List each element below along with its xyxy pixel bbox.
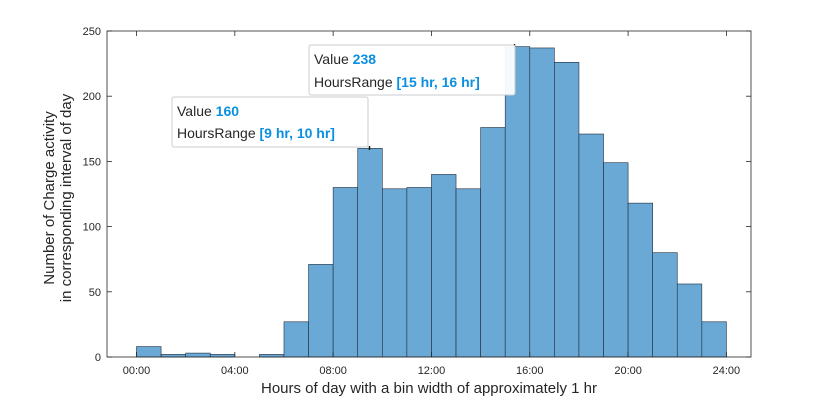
- x-tick-label: 20:00: [614, 365, 642, 377]
- histogram-bar[interactable]: [578, 133, 604, 358]
- histogram-bar[interactable]: [529, 47, 555, 358]
- y-tick-label: 150: [83, 156, 101, 168]
- datatip-2-box: [308, 44, 516, 96]
- x-tick-label: 24:00: [713, 365, 741, 377]
- histogram-bar[interactable]: [283, 321, 309, 358]
- histogram-bar[interactable]: [652, 252, 678, 358]
- x-axis-ticks: 00:00 04:00 08:00 12:00 16:00 20:00 24:00: [123, 31, 740, 377]
- datatip-2-value-label: Value: [314, 51, 349, 67]
- datatip-2-range-row: HoursRange [15 hr, 16 hr]: [314, 74, 480, 90]
- datatip-2[interactable]: Value 238 HoursRange [15 hr, 16 hr]: [308, 44, 516, 96]
- y-tick-label: 200: [83, 91, 101, 103]
- histogram-bar[interactable]: [701, 321, 727, 358]
- datatip-1-box: [171, 96, 369, 148]
- histogram-bar[interactable]: [627, 202, 653, 358]
- y-axis-label-line-2: in corresponding interval of day: [58, 93, 75, 302]
- x-axis-label: Hours of day with a bin width of approxi…: [261, 380, 597, 397]
- histogram-bar[interactable]: [455, 188, 481, 358]
- bars-group: [136, 46, 727, 358]
- datatip-1-value-label: Value: [177, 103, 212, 119]
- datatip-2-value-row: Value 238: [314, 51, 376, 67]
- histogram-bar[interactable]: [554, 61, 580, 358]
- datatip-1-range-row: HoursRange [9 hr, 10 hr]: [177, 125, 335, 141]
- datatip-2-value: 238: [353, 51, 377, 67]
- datatip-1-value: 160: [216, 103, 240, 119]
- histogram-bar[interactable]: [406, 187, 432, 358]
- x-tick-label: 04:00: [221, 365, 249, 377]
- histogram-bar[interactable]: [431, 174, 457, 358]
- y-axis-label-line-1: Number of Charge activity: [41, 111, 58, 285]
- datatip-1-range-label: HoursRange: [177, 125, 256, 141]
- x-tick-label: 00:00: [123, 365, 151, 377]
- y-axis-label: Number of Charge activity in correspondi…: [41, 93, 75, 302]
- datatip-1-value-row: Value 160: [177, 103, 239, 119]
- datatip-2-range-label: HoursRange: [314, 74, 393, 90]
- histogram-bar[interactable]: [185, 352, 211, 358]
- histogram-bar[interactable]: [603, 162, 629, 358]
- histogram-bar[interactable]: [381, 188, 408, 358]
- datatip-2-range: [15 hr, 16 hr]: [397, 74, 480, 90]
- x-tick-label: 12:00: [418, 365, 446, 377]
- histogram-bar[interactable]: [504, 46, 531, 358]
- datatip-1[interactable]: Value 160 HoursRange [9 hr, 10 hr]: [171, 96, 371, 150]
- histogram-bar[interactable]: [308, 264, 334, 358]
- y-tick-label: 250: [83, 26, 101, 38]
- histogram-bar[interactable]: [480, 127, 506, 358]
- histogram-bar[interactable]: [332, 187, 359, 358]
- y-tick-label: 100: [83, 222, 101, 234]
- y-tick-label: 0: [95, 352, 101, 364]
- histogram-bar[interactable]: [136, 346, 162, 358]
- histogram-bar[interactable]: [357, 148, 383, 358]
- histogram-bar[interactable]: [676, 283, 703, 358]
- x-tick-label: 16:00: [516, 365, 544, 377]
- y-tick-label: 50: [89, 287, 101, 299]
- x-tick-label: 08:00: [319, 365, 347, 377]
- axes-frame: [106, 30, 752, 358]
- datatip-1-range: [9 hr, 10 hr]: [260, 125, 335, 141]
- y-axis-ticks: 0 50 100 150 200 250: [83, 26, 751, 364]
